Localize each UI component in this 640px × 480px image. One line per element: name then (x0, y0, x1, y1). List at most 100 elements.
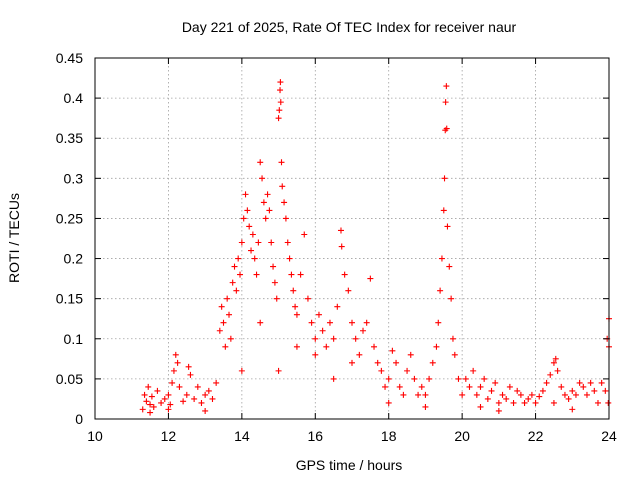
data-point (278, 159, 285, 166)
data-point (382, 383, 389, 390)
data-point (284, 239, 291, 246)
data-point (194, 383, 201, 390)
data-point (141, 391, 148, 398)
data-point (580, 383, 587, 390)
data-point (297, 271, 304, 278)
data-point (191, 395, 198, 402)
data-point (308, 319, 315, 326)
data-point (253, 271, 260, 278)
data-point (438, 255, 445, 262)
data-point (139, 406, 146, 413)
data-point (536, 393, 543, 400)
data-point (238, 239, 245, 246)
data-point (249, 231, 256, 238)
data-point (532, 399, 539, 406)
data-point (448, 295, 455, 302)
data-point (275, 115, 282, 122)
data-point (441, 175, 448, 182)
data-point (165, 406, 172, 413)
data-point (165, 391, 172, 398)
data-point (550, 399, 557, 406)
data-point (226, 311, 233, 318)
data-point (517, 391, 524, 398)
data-point (183, 391, 190, 398)
x-tick-label: 16 (307, 428, 323, 444)
data-point (572, 391, 579, 398)
data-point (583, 391, 590, 398)
data-point (477, 383, 484, 390)
data-point (248, 247, 255, 254)
data-point (202, 407, 209, 414)
x-tick-label: 18 (381, 428, 397, 444)
data-point (569, 387, 576, 394)
data-point (304, 295, 311, 302)
y-tick-label: 0.25 (56, 210, 83, 226)
data-point (290, 287, 297, 294)
data-point (349, 359, 355, 366)
x-tick-label: 12 (161, 428, 177, 444)
data-point (510, 399, 517, 406)
data-point (435, 319, 442, 326)
data-point (286, 255, 293, 262)
data-point (276, 107, 283, 114)
data-point (400, 391, 407, 398)
data-point (477, 403, 484, 410)
y-tick-label: 0.1 (64, 331, 84, 347)
data-point (407, 351, 414, 358)
data-point (360, 327, 367, 334)
data-point (218, 303, 225, 310)
data-point (288, 271, 295, 278)
data-point (281, 199, 288, 206)
data-point (319, 327, 326, 334)
data-point (352, 335, 359, 342)
data-point (378, 367, 385, 374)
data-point (547, 371, 554, 378)
data-point (169, 379, 176, 386)
y-tick-label: 0.4 (64, 90, 84, 106)
data-point (337, 227, 344, 234)
data-point (499, 391, 506, 398)
data-point (330, 375, 337, 382)
data-point (385, 375, 392, 382)
data-point (576, 379, 583, 386)
data-point (257, 319, 264, 326)
data-point (257, 159, 264, 166)
data-point (459, 391, 466, 398)
data-points (139, 79, 612, 416)
data-point (240, 215, 247, 222)
data-point (282, 215, 289, 222)
data-point (148, 393, 155, 400)
data-point (334, 303, 341, 310)
data-point (244, 207, 251, 214)
data-point (444, 223, 451, 230)
data-point (514, 387, 521, 394)
data-point (227, 335, 234, 342)
data-point (277, 87, 284, 94)
data-point (341, 271, 348, 278)
data-point (273, 295, 280, 302)
data-point (605, 399, 612, 406)
data-point (429, 359, 436, 366)
data-point (495, 407, 502, 414)
data-point (426, 375, 433, 382)
data-point (374, 359, 381, 366)
data-point (209, 395, 216, 402)
data-point (312, 335, 319, 342)
data-point (242, 191, 249, 198)
data-point (602, 387, 609, 394)
data-point (587, 379, 594, 386)
x-axis-label: GPS time / hours (296, 457, 403, 473)
data-point (292, 303, 299, 310)
data-point (213, 379, 220, 386)
data-point (202, 391, 209, 398)
data-point (506, 383, 513, 390)
axis-ticks: 10 12 14 16 18 20 22 24 0 0.05 0.1 0.15 0.2 0.25 0.3 0.… (56, 50, 617, 444)
data-point (235, 255, 242, 262)
data-point (262, 215, 269, 222)
data-point (260, 199, 267, 206)
data-point (418, 383, 425, 390)
data-point (277, 79, 284, 86)
data-point (293, 343, 300, 350)
data-point (503, 395, 510, 402)
data-point (385, 399, 392, 406)
